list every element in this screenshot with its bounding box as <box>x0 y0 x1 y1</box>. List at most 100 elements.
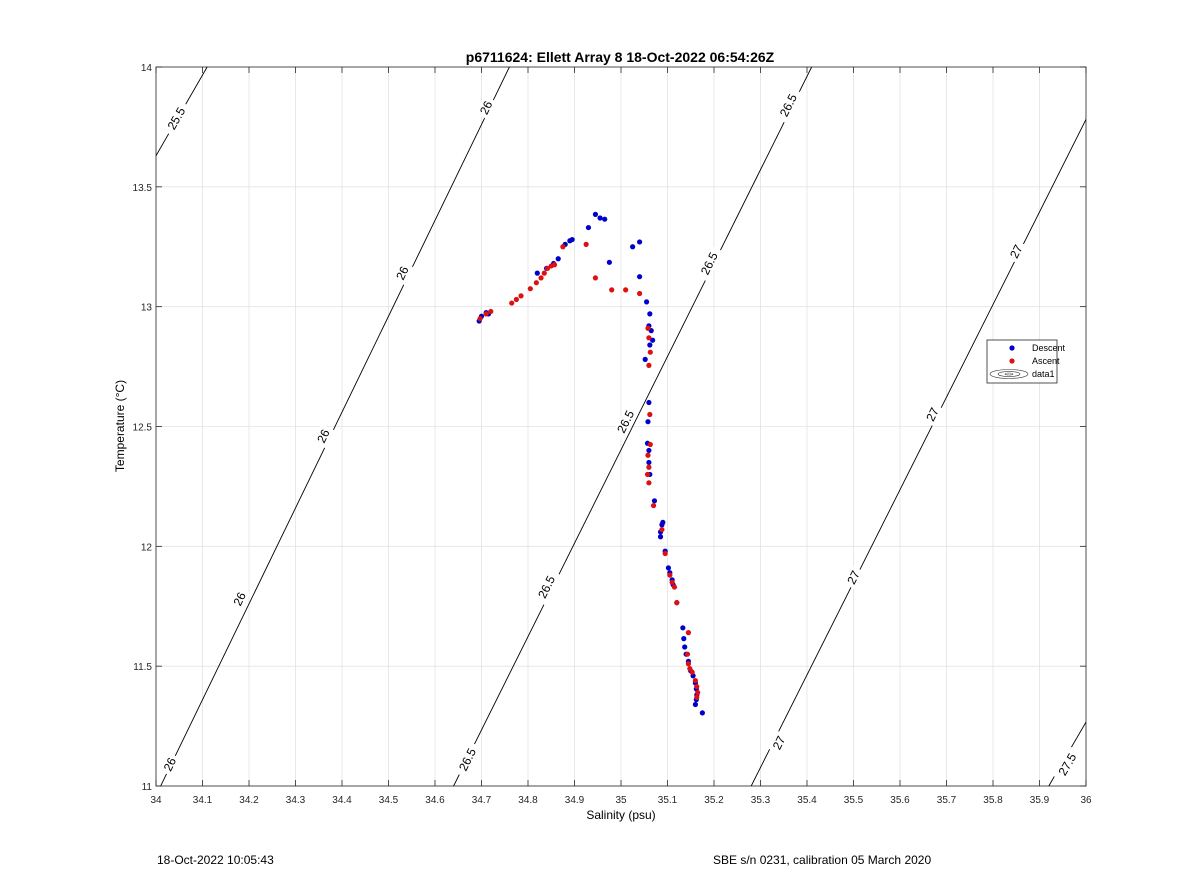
x-tick-label: 35.6 <box>890 795 910 806</box>
x-axis-label: Salinity (psu) <box>586 808 655 822</box>
descent-point <box>630 244 636 250</box>
x-tick-label: 35.5 <box>844 795 864 806</box>
isopycnal-label: 27 <box>842 565 865 590</box>
x-tick-label: 34.7 <box>472 795 492 806</box>
ascent-point <box>647 441 653 448</box>
y-tick-label: 12 <box>141 542 153 553</box>
descent-point <box>637 274 643 280</box>
svg-text:26: 26 <box>477 98 496 116</box>
descent-point <box>585 224 592 231</box>
ascent-point <box>685 630 692 636</box>
ascent-point <box>483 311 489 317</box>
ascent-point <box>645 325 651 331</box>
x-tick-label: 34.4 <box>332 795 352 806</box>
x-tick-label: 35.8 <box>983 795 1003 806</box>
x-tick-label: 34.5 <box>379 795 399 806</box>
ascent-point <box>637 290 643 297</box>
ascent-point <box>685 661 692 667</box>
svg-text:26: 26 <box>161 755 180 773</box>
series-ascent <box>477 241 701 700</box>
descent-point <box>651 498 658 504</box>
ascent-point <box>544 265 551 271</box>
descent-point <box>646 447 652 454</box>
ascent-point <box>533 280 539 286</box>
x-tick-label: 35.2 <box>704 795 724 806</box>
descent-point <box>592 211 599 217</box>
ascent-point <box>513 296 519 303</box>
descent-point <box>637 239 643 245</box>
x-tick-label: 36 <box>1080 795 1092 806</box>
descent-point <box>657 534 664 540</box>
descent-point <box>555 256 561 262</box>
data-points <box>476 211 705 716</box>
y-axis-label: Temperature (°C) <box>113 380 127 472</box>
descent-point <box>643 299 650 305</box>
y-tick-label: 11.5 <box>133 662 152 673</box>
ascent-point <box>527 286 533 292</box>
ascent-point <box>645 452 651 458</box>
ascent-point <box>647 411 653 418</box>
isopycnal-label: 26.5 <box>453 741 482 778</box>
ascent-point <box>477 316 483 322</box>
legend-label-descent: Descent <box>1032 343 1066 353</box>
y-tick-label: 14 <box>141 63 153 74</box>
descent-point <box>682 644 688 650</box>
isopycnal-line-26.5 <box>453 67 813 786</box>
ascent-point <box>662 550 668 557</box>
x-tick-label: 34.9 <box>565 795 585 806</box>
descent-point <box>681 636 687 642</box>
y-tick-label: 12.5 <box>133 423 153 434</box>
descent-point <box>645 419 651 425</box>
descent-point <box>680 625 686 631</box>
descent-point <box>606 259 612 265</box>
descent-point <box>646 459 652 466</box>
ascent-point <box>488 308 494 315</box>
x-tick-label: 34.1 <box>193 795 213 806</box>
chart-title: p6711624: Ellett Array 8 18-Oct-2022 06:… <box>466 49 775 65</box>
descent-point <box>665 565 672 571</box>
isopycnal-label: 27 <box>1005 239 1027 264</box>
svg-text:27: 27 <box>770 733 789 752</box>
x-tick-label: 34.6 <box>425 795 445 806</box>
isopycnal-label: 26 <box>391 261 414 286</box>
ascent-point <box>659 526 665 533</box>
descent-point <box>642 356 648 362</box>
isopycnal-contours: 25.5262626262626.526.526.526.526.5272727… <box>156 67 1086 786</box>
ascent-point <box>646 464 652 470</box>
svg-text:27: 27 <box>1007 242 1026 261</box>
svg-text:27: 27 <box>844 568 863 587</box>
ascent-point <box>646 480 652 486</box>
legend-marker-descent <box>1009 345 1015 351</box>
ascent-point <box>692 677 699 684</box>
svg-text:27: 27 <box>923 405 942 424</box>
isopycnal-label: 27 <box>921 402 944 427</box>
isopycnal-label: 26.5 <box>774 87 803 124</box>
descent-point <box>699 710 705 716</box>
series-descent <box>476 211 705 716</box>
descent-point <box>650 337 656 343</box>
footer-calibration: SBE s/n 0231, calibration 05 March 2020 <box>713 853 932 867</box>
ascent-point <box>509 300 515 306</box>
descent-point <box>660 519 666 525</box>
ascent-point <box>667 572 673 578</box>
ascent-point <box>644 471 651 478</box>
isopycnal-label: 26 <box>312 424 335 449</box>
svg-text:26: 26 <box>393 264 412 282</box>
x-tick-label: 35.9 <box>1030 795 1050 806</box>
legend-label-data1: data1 <box>1032 369 1055 379</box>
axis-ticks: 34 34.1 34.2 34.3 34.4 34.5 34.6 34.7 34.8 34.9 35… <box>133 63 1092 806</box>
x-tick-label: 35.4 <box>797 795 817 806</box>
chart-legend[interactable]: Descent Ascent data1 <box>986 339 1066 384</box>
ascent-point <box>623 287 629 293</box>
legend-marker-data1 <box>989 369 1029 379</box>
descent-point <box>597 215 603 221</box>
x-tick-label: 35.3 <box>751 795 771 806</box>
x-tick-label: 34.8 <box>518 795 538 806</box>
svg-text:26: 26 <box>314 427 333 445</box>
descent-point <box>647 342 653 348</box>
ascent-point <box>560 244 566 250</box>
y-tick-label: 13.5 <box>133 183 153 194</box>
isopycnal-label: 26.5 <box>695 245 724 282</box>
ascent-point <box>592 275 599 281</box>
